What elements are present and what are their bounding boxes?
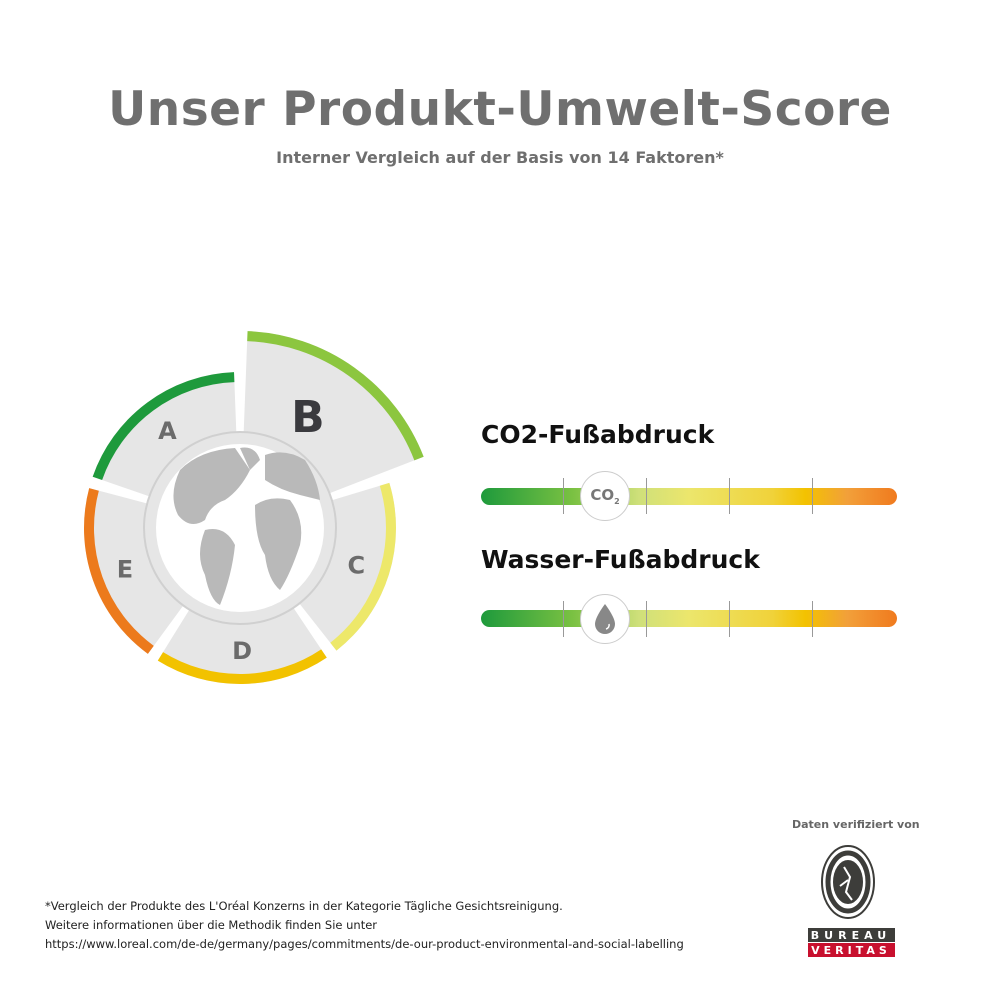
page-title: Unser Produkt-Umwelt-Score bbox=[108, 82, 892, 137]
grade-label-e: E bbox=[117, 556, 133, 584]
grade-arc-d bbox=[157, 649, 327, 684]
grade-segment-e bbox=[84, 488, 184, 654]
co2-footprint-label: CO2-Fußabdruck bbox=[481, 420, 715, 449]
grade-arc-c bbox=[330, 482, 396, 651]
bar-tick bbox=[729, 601, 730, 637]
footnote: *Vergleich der Produkte des L'Oréal Konz… bbox=[45, 897, 684, 954]
bar-tick bbox=[812, 601, 813, 637]
grade-segment-b bbox=[243, 331, 424, 494]
verified-by-label: Daten verifiziert von bbox=[792, 818, 920, 831]
grade-arc-e bbox=[84, 488, 154, 654]
footnote-line: *Vergleich der Produkte des L'Oréal Konz… bbox=[45, 899, 563, 913]
grade-arc-b bbox=[247, 331, 424, 461]
grade-label-b: B bbox=[291, 392, 325, 443]
grade-label-c: C bbox=[348, 552, 366, 580]
svg-text:BUREAU: BUREAU bbox=[811, 929, 891, 942]
bar-tick bbox=[646, 478, 647, 514]
bar-tick bbox=[729, 478, 730, 514]
bar-tick bbox=[812, 478, 813, 514]
bar-tick bbox=[646, 601, 647, 637]
grade-label-a: A bbox=[158, 417, 177, 445]
co2-footprint-bar bbox=[481, 488, 897, 505]
water-footprint-bar bbox=[481, 610, 897, 627]
water-footprint-label: Wasser-Fußabdruck bbox=[481, 545, 760, 574]
grade-label-d: D bbox=[232, 637, 252, 665]
svg-text:VERITAS: VERITAS bbox=[811, 944, 891, 957]
bar-tick bbox=[563, 601, 564, 637]
page-subtitle: Interner Vergleich auf der Basis von 14 … bbox=[276, 148, 724, 167]
co2-icon: CO2 bbox=[580, 471, 630, 521]
co2-text: CO bbox=[590, 486, 615, 504]
globe-icon bbox=[156, 444, 324, 612]
score-wheel: A B C D E bbox=[84, 331, 424, 684]
bureau-veritas-logo: BUREAU VERITAS bbox=[808, 845, 895, 957]
grade-arc-a bbox=[92, 372, 235, 480]
water-drop-icon bbox=[580, 594, 630, 644]
co2-subscript: 2 bbox=[614, 497, 620, 506]
bar-tick bbox=[563, 478, 564, 514]
footnote-line: Weitere informationen über die Methodik … bbox=[45, 918, 378, 932]
methodology-link[interactable]: https://www.loreal.com/de-de/germany/pag… bbox=[45, 937, 684, 951]
grade-segment-d bbox=[157, 607, 327, 684]
grade-segment-a bbox=[92, 372, 237, 497]
